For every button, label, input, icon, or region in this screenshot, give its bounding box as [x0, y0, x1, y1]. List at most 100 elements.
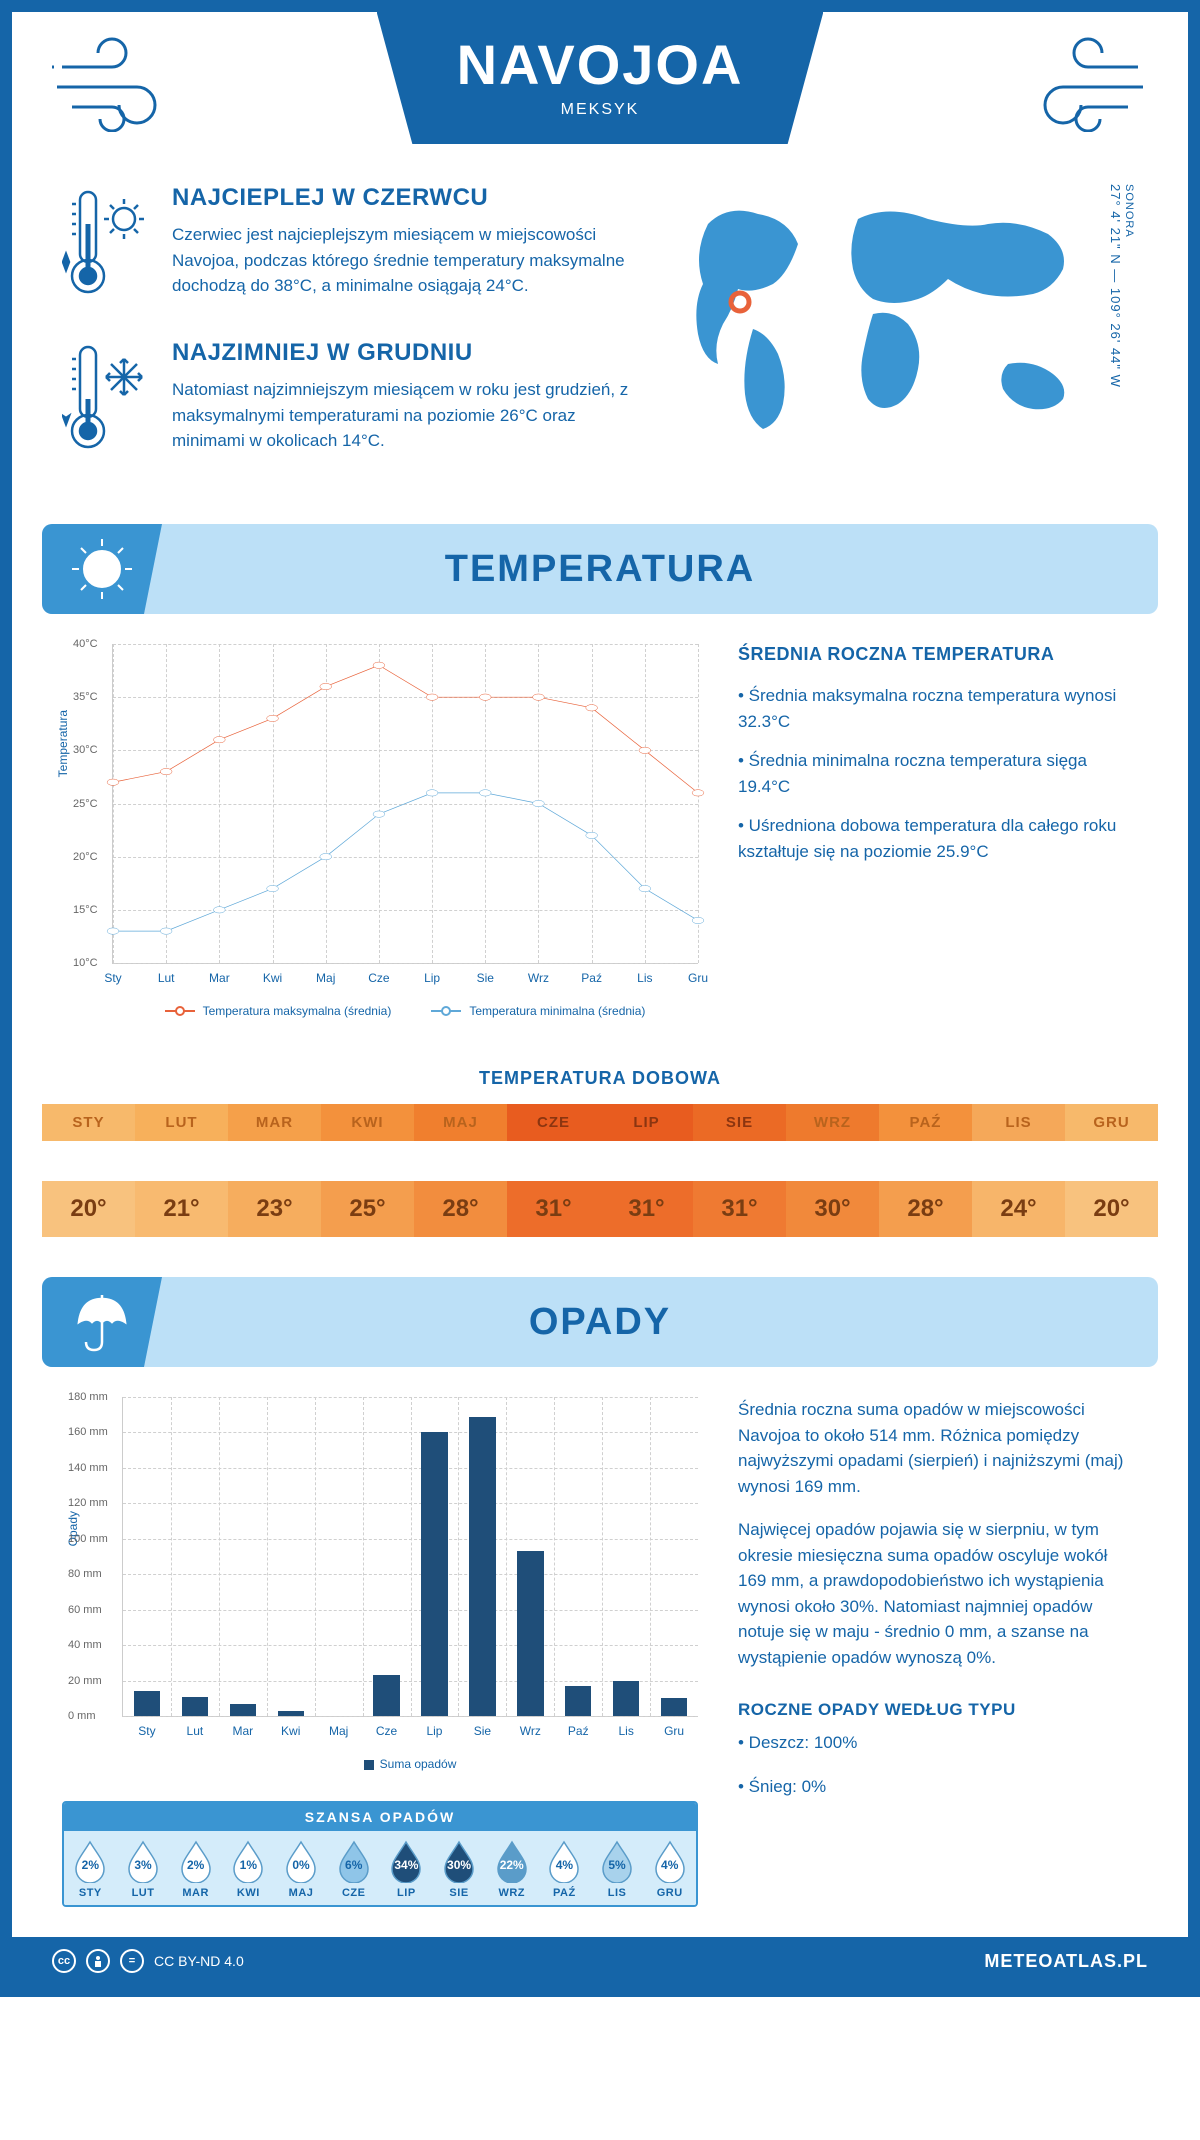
map-area: SONORA 27° 4' 21" N — 109° 26' 44" W: [678, 184, 1138, 494]
daily-temp-value: 28°: [879, 1181, 972, 1237]
chance-cell: 5%LIS: [591, 1831, 644, 1905]
info-left: NAJCIEPLEJ W CZERWCU Czerwiec jest najci…: [62, 184, 648, 494]
daily-month-header: LIS: [972, 1104, 1065, 1141]
precip-bar: [517, 1551, 543, 1716]
temp-y-label: Temperatura: [56, 709, 70, 776]
city-name: NAVOJOA: [457, 32, 744, 97]
coldest-block: NAJZIMNIEJ W GRUDNIU Natomiast najzimnie…: [62, 339, 648, 464]
bar-slot: Paź: [554, 1397, 602, 1716]
bar-slot: Maj: [315, 1397, 363, 1716]
daily-month-header: WRZ: [786, 1104, 879, 1141]
bar-slot: Gru: [650, 1397, 698, 1716]
daily-temp-value: 25°: [321, 1181, 414, 1237]
temperature-summary: ŚREDNIA ROCZNA TEMPERATURA • Średnia mak…: [738, 644, 1138, 1018]
legend-min: Temperatura minimalna (średnia): [431, 1004, 645, 1018]
daily-temp-value: 20°: [1065, 1181, 1158, 1237]
daily-month-header: LUT: [135, 1104, 228, 1141]
precipitation-section-header: OPADY: [42, 1277, 1158, 1367]
daily-temp-value: 21°: [135, 1181, 228, 1237]
daily-month-header: MAR: [228, 1104, 321, 1141]
legend-max: Temperatura maksymalna (średnia): [165, 1004, 392, 1018]
precip-text-2: Najwięcej opadów pojawia się w sierpniu,…: [738, 1517, 1138, 1670]
precipitation-content: Opady 0 mm20 mm40 mm60 mm80 mm100 mm120 …: [12, 1397, 1188, 1937]
chance-cell: 6%CZE: [327, 1831, 380, 1905]
precipitation-summary: Średnia roczna suma opadów w miejscowośc…: [738, 1397, 1138, 1907]
warmest-title: NAJCIEPLEJ W CZERWCU: [172, 184, 648, 212]
coldest-body: Natomiast najzimniejszym miesiącem w rok…: [172, 377, 648, 454]
sun-icon: [42, 524, 162, 614]
daily-month-header: GRU: [1065, 1104, 1158, 1141]
daily-temp-value: 31°: [600, 1181, 693, 1237]
warmest-text: NAJCIEPLEJ W CZERWCU Czerwiec jest najci…: [172, 184, 648, 309]
daily-temp-value: 31°: [507, 1181, 600, 1237]
license-block: cc = CC BY-ND 4.0: [52, 1949, 244, 1973]
daily-month-header: KWI: [321, 1104, 414, 1141]
umbrella-icon: [42, 1277, 162, 1367]
temperature-chart: Temperatura 10°C15°C20°C25°C30°C35°C40°C…: [62, 644, 698, 1018]
precipitation-left: Opady 0 mm20 mm40 mm60 mm80 mm100 mm120 …: [62, 1397, 698, 1907]
thermometer-sun-icon: [62, 184, 152, 309]
bar-slot: Lis: [602, 1397, 650, 1716]
summary-bullet: • Średnia minimalna roczna temperatura s…: [738, 748, 1138, 799]
summary-bullet: • Uśredniona dobowa temperatura dla całe…: [738, 813, 1138, 864]
chance-title: SZANSA OPADÓW: [64, 1803, 696, 1831]
summary-title: ŚREDNIA ROCZNA TEMPERATURA: [738, 644, 1138, 665]
precip-bar: [373, 1675, 399, 1716]
coordinates: SONORA 27° 4' 21" N — 109° 26' 44" W: [1108, 184, 1135, 388]
precip-bar: [613, 1681, 639, 1716]
daily-month-header: MAJ: [414, 1104, 507, 1141]
precip-bar: [661, 1698, 687, 1716]
chance-cell: 22%WRZ: [485, 1831, 538, 1905]
daily-temp-value: 31°: [693, 1181, 786, 1237]
coldest-title: NAJZIMNIEJ W GRUDNIU: [172, 339, 648, 367]
daily-temp-title: TEMPERATURA DOBOWA: [12, 1068, 1188, 1089]
daily-month-header: SIE: [693, 1104, 786, 1141]
chance-cell: 3%LUT: [117, 1831, 170, 1905]
daily-temp-table: STYLUTMARKWIMAJCZELIPSIEWRZPAŹLISGRU 20°…: [12, 1104, 1188, 1237]
daily-month-header: CZE: [507, 1104, 600, 1141]
site-name: METEOATLAS.PL: [984, 1951, 1148, 1972]
precip-bar: [134, 1691, 160, 1716]
precip-legend: Suma opadów: [122, 1757, 698, 1771]
warmest-block: NAJCIEPLEJ W CZERWCU Czerwiec jest najci…: [62, 184, 648, 309]
by-icon: [86, 1949, 110, 1973]
precip-bar: [421, 1432, 447, 1716]
country-name: MEKSYK: [457, 101, 744, 119]
chance-cell: 34%LIP: [380, 1831, 433, 1905]
chance-cell: 4%PAŹ: [538, 1831, 591, 1905]
infographic-container: NAVOJOA MEKSYK: [0, 0, 1200, 1997]
temp-legend: Temperatura maksymalna (średnia) Tempera…: [112, 1004, 698, 1018]
chance-cell: 4%GRU: [643, 1831, 696, 1905]
bar-slot: Sty: [123, 1397, 171, 1716]
daily-temp-value: 24°: [972, 1181, 1065, 1237]
precip-bar: [182, 1697, 208, 1716]
precipitation-title: OPADY: [529, 1301, 671, 1344]
daily-month-header: LIP: [600, 1104, 693, 1141]
title-banner: NAVOJOA MEKSYK: [377, 12, 824, 144]
chance-cell: 0%MAJ: [275, 1831, 328, 1905]
bar-slot: Sie: [458, 1397, 506, 1716]
footer: cc = CC BY-ND 4.0 METEOATLAS.PL: [12, 1937, 1188, 1985]
license-text: CC BY-ND 4.0: [154, 1953, 244, 1969]
daily-month-header: STY: [42, 1104, 135, 1141]
header: NAVOJOA MEKSYK: [12, 12, 1188, 144]
bar-slot: Lip: [411, 1397, 459, 1716]
region-label: SONORA: [1123, 184, 1135, 380]
wind-icon-right: [1008, 32, 1148, 132]
chance-cell: 1%KWI: [222, 1831, 275, 1905]
by-type-title: ROCZNE OPADY WEDŁUG TYPU: [738, 1700, 1138, 1720]
chance-cell: 30%SIE: [433, 1831, 486, 1905]
bar-slot: Mar: [219, 1397, 267, 1716]
bar-slot: Lut: [171, 1397, 219, 1716]
temperature-section-header: TEMPERATURA: [42, 524, 1158, 614]
warmest-body: Czerwiec jest najcieplejszym miesiącem w…: [172, 222, 648, 299]
info-section: NAJCIEPLEJ W CZERWCU Czerwiec jest najci…: [12, 144, 1188, 524]
chance-cell: 2%STY: [64, 1831, 117, 1905]
chance-cell: 2%MAR: [169, 1831, 222, 1905]
daily-temp-value: 20°: [42, 1181, 135, 1237]
daily-temp-value: 23°: [228, 1181, 321, 1237]
temperature-title: TEMPERATURA: [445, 548, 756, 591]
precip-bar: [230, 1704, 256, 1716]
type-bullet: • Deszcz: 100%: [738, 1730, 1138, 1756]
thermometer-snow-icon: [62, 339, 152, 464]
